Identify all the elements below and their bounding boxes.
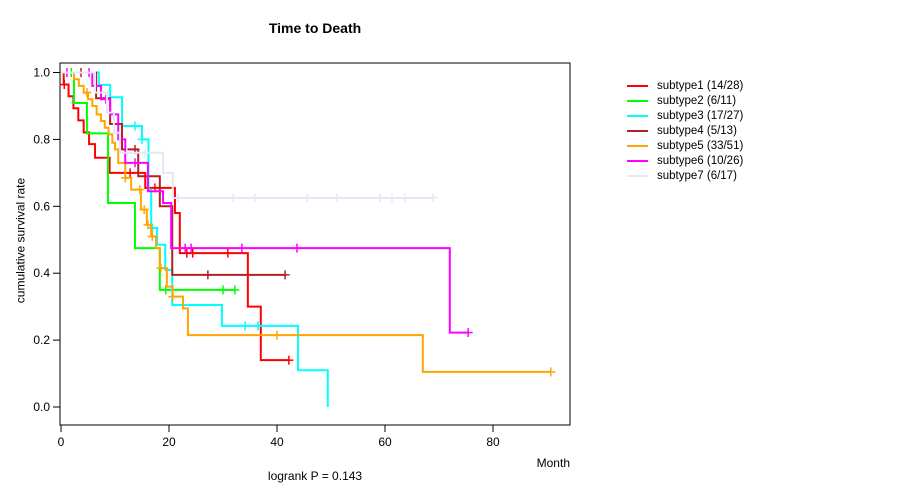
- x-tick-label: 60: [378, 435, 392, 449]
- legend-swatch-icon: [627, 99, 648, 102]
- legend-swatch-icon: [627, 174, 648, 177]
- y-tick-label: 0.2: [33, 333, 50, 347]
- legend-label: subtype7 (6/17): [657, 169, 737, 182]
- legend-label: subtype3 (17/27): [657, 109, 744, 122]
- x-tick-label: 0: [58, 435, 65, 449]
- y-tick-label: 0.0: [33, 400, 50, 414]
- km-curve-1: [61, 71, 289, 362]
- legend-item-3: subtype3 (17/27): [627, 108, 743, 123]
- x-tick-label: 40: [270, 435, 284, 449]
- legend-item-1: subtype1 (14/28): [627, 78, 743, 93]
- x-tick-label: 80: [486, 435, 500, 449]
- legend-label: subtype5 (33/51): [657, 139, 744, 152]
- y-tick-label: 0.6: [33, 199, 50, 213]
- legend-item-2: subtype2 (6/11): [627, 93, 743, 108]
- legend-swatch-icon: [627, 84, 648, 87]
- legend-label: subtype2 (6/11): [657, 94, 737, 107]
- chart-title: Time to Death: [268, 20, 362, 36]
- logrank-pvalue: logrank P = 0.143: [267, 469, 363, 483]
- km-curve-5: [61, 71, 551, 373]
- legend-swatch-icon: [627, 144, 648, 147]
- legend-swatch-icon: [627, 129, 648, 132]
- y-tick-label: 0.8: [33, 132, 50, 146]
- km-curve-6: [61, 71, 469, 334]
- km-series-2: [61, 68, 240, 295]
- legend-item-5: subtype5 (33/51): [627, 138, 743, 153]
- km-series-7: [61, 71, 438, 203]
- y-tick-label: 1.0: [33, 66, 50, 80]
- km-series-5: [61, 71, 556, 377]
- x-axis-unit-label: Month: [536, 456, 570, 470]
- y-tick-label: 0.4: [33, 266, 50, 280]
- km-series-1: [59, 71, 294, 365]
- legend: subtype1 (14/28) subtype2 (6/11) subtype3 …: [627, 78, 743, 183]
- plot-box: [59, 62, 571, 426]
- legend-item-4: subtype4 (5/13): [627, 123, 743, 138]
- legend-label: subtype1 (14/28): [657, 79, 744, 92]
- km-curve-3: [61, 71, 329, 407]
- legend-item-7: subtype7 (6/17): [627, 168, 743, 183]
- legend-swatch-icon: [627, 114, 648, 117]
- x-tick-label: 20: [162, 435, 176, 449]
- km-series-3: [61, 71, 329, 407]
- legend-label: subtype6 (10/26): [657, 154, 744, 167]
- km-curve-7: [61, 71, 434, 199]
- legend-label: subtype4 (5/13): [657, 124, 737, 137]
- legend-item-6: subtype6 (10/26): [627, 153, 743, 168]
- legend-swatch-icon: [627, 159, 648, 162]
